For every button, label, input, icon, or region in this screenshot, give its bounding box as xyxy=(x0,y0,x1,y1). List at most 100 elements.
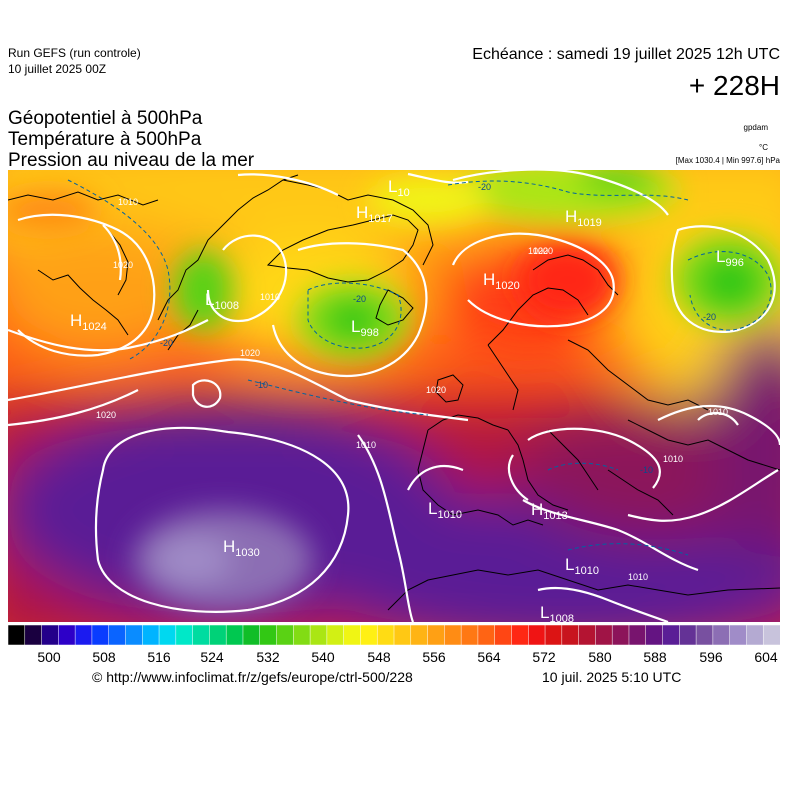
color-scale-swatch xyxy=(712,624,731,646)
isobar-label: 1010 xyxy=(356,440,376,450)
color-scale-swatch xyxy=(494,624,513,646)
color-scale-swatch xyxy=(393,624,412,646)
color-scale-swatch xyxy=(444,624,462,646)
high-pressure-label: H1017 xyxy=(356,203,393,225)
color-scale-swatch xyxy=(293,624,311,646)
weather-map: L10 H1017 H1019 L996 L1008 L998 H1024 H1020 L101… xyxy=(8,170,780,622)
color-scale-swatch xyxy=(762,624,781,646)
color-scale-swatch xyxy=(91,624,110,646)
pressure-system-labels: L10 H1017 H1019 L996 L1008 L998 H1024 H1020 L101… xyxy=(70,177,744,622)
color-scale-swatch xyxy=(595,624,613,646)
high-pressure-label: H1024 xyxy=(70,311,107,333)
color-scale-tick-label: 604 xyxy=(754,649,778,665)
title-sea-level-pressure: Pression au niveau de la mer xyxy=(8,150,255,171)
low-pressure-label: L10 xyxy=(388,177,410,199)
color-scale-tick-label: 524 xyxy=(200,649,224,665)
isobar-label: 1020 xyxy=(426,385,446,395)
color-scale-swatch xyxy=(662,624,681,646)
color-scale-swatch xyxy=(259,624,278,646)
color-scale-tick-label: 556 xyxy=(422,649,446,665)
isobar-value-labels: 1010102010201020101010201010102010101010… xyxy=(96,197,728,582)
lead-time: + 228H xyxy=(688,70,780,101)
color-scale-tick-label: 564 xyxy=(477,649,501,665)
color-scale-tick-label: 548 xyxy=(367,649,391,665)
color-scale-swatch xyxy=(695,624,714,646)
color-scale-bar xyxy=(7,624,781,650)
run-date: 10 juillet 2025 00Z xyxy=(8,62,107,76)
valid-time: Echéance : samedi 19 juillet 2025 12h UT… xyxy=(472,46,780,63)
title-temperature: Température à 500hPa xyxy=(8,129,202,150)
color-scale-swatch xyxy=(142,624,160,646)
color-scale-swatch xyxy=(108,624,127,646)
color-scale-swatch xyxy=(41,624,60,646)
low-pressure-label: L1010 xyxy=(565,555,599,577)
color-scale-tick-label: 580 xyxy=(588,649,612,665)
color-scale-swatch xyxy=(729,624,748,646)
color-scale-tick-label: 516 xyxy=(147,649,171,665)
issued-time: 10 juil. 2025 5:10 UTC xyxy=(542,669,682,685)
color-scale-swatch xyxy=(628,624,647,646)
run-name: Run GEFS (run controle) xyxy=(8,46,141,60)
low-pressure-label: L1008 xyxy=(540,603,574,622)
color-scale-swatch xyxy=(158,624,177,646)
color-scale-swatch xyxy=(360,624,378,646)
isobar-label: 1010 xyxy=(260,292,280,302)
color-scale-swatch xyxy=(427,624,446,646)
isobar-label: 1010 xyxy=(628,572,648,582)
high-pressure-label: H1019 xyxy=(565,207,602,229)
isotherm-label: -10 xyxy=(640,465,653,475)
coastlines xyxy=(8,174,780,611)
isobar-label: 1020 xyxy=(528,246,548,256)
color-scale-swatch xyxy=(511,624,530,646)
high-pressure-label: H1020 xyxy=(483,270,520,292)
color-scale-tick-label: 532 xyxy=(256,649,280,665)
unit-geopotential: gpdam xyxy=(743,123,768,132)
source-credit: © http://www.infoclimat.fr/z/gefs/europe… xyxy=(92,669,413,685)
color-scale-swatch xyxy=(309,624,328,646)
isobar-label: 1020 xyxy=(533,246,553,256)
color-scale-ticks: 500 508 516 524 532 540 548 556 564 572 580 588 596 6… xyxy=(0,649,788,667)
temperature-isotherms xyxy=(67,179,772,556)
color-scale-swatch xyxy=(528,624,546,646)
color-scale-tick-label: 500 xyxy=(37,649,61,665)
isobar-label: 1020 xyxy=(113,260,133,270)
isotherm-label: -10 xyxy=(255,380,268,390)
geopotential-field xyxy=(8,170,780,622)
color-scale-swatch xyxy=(679,624,697,646)
color-scale-tick-label: 588 xyxy=(643,649,667,665)
color-scale-swatch xyxy=(74,624,93,646)
color-scale-swatch xyxy=(343,624,362,646)
color-scale-swatch xyxy=(544,624,563,646)
color-scale-swatch xyxy=(7,624,26,646)
color-scale-tick-label: 540 xyxy=(311,649,335,665)
low-pressure-label: L1008 xyxy=(205,290,239,312)
isobar-label: 1010 xyxy=(708,407,728,417)
color-scale-swatch xyxy=(276,624,295,646)
isotherm-label: -20 xyxy=(353,294,366,304)
isobar-label: 1010 xyxy=(118,197,138,207)
color-scale-swatch xyxy=(645,624,664,646)
color-scale-swatch xyxy=(561,624,580,646)
isobars xyxy=(8,170,780,622)
color-scale-swatch xyxy=(410,624,429,646)
isobar-label: 1020 xyxy=(240,348,260,358)
color-scale-swatch xyxy=(175,624,194,646)
unit-temperature: °C xyxy=(759,143,768,152)
color-scale-swatch xyxy=(242,624,261,646)
isobar-label: 1010 xyxy=(663,454,683,464)
color-scale-swatch xyxy=(611,624,630,646)
low-pressure-label: L1010 xyxy=(428,499,462,521)
color-scale-swatch xyxy=(376,624,395,646)
low-pressure-label: L996 xyxy=(716,247,744,269)
isotherm-label: -20 xyxy=(478,182,491,192)
color-scale-swatch xyxy=(58,624,76,646)
color-scale-tick-label: 508 xyxy=(92,649,116,665)
color-scale-swatch xyxy=(326,624,345,646)
color-scale-swatch xyxy=(746,624,764,646)
color-scale-swatch xyxy=(209,624,227,646)
isotherm-label: -20 xyxy=(703,312,716,322)
high-pressure-label: H1030 xyxy=(223,537,260,559)
color-scale-swatch xyxy=(192,624,211,646)
color-scale-swatch xyxy=(225,624,244,646)
title-geopotential: Géopotentiel à 500hPa xyxy=(8,108,203,129)
